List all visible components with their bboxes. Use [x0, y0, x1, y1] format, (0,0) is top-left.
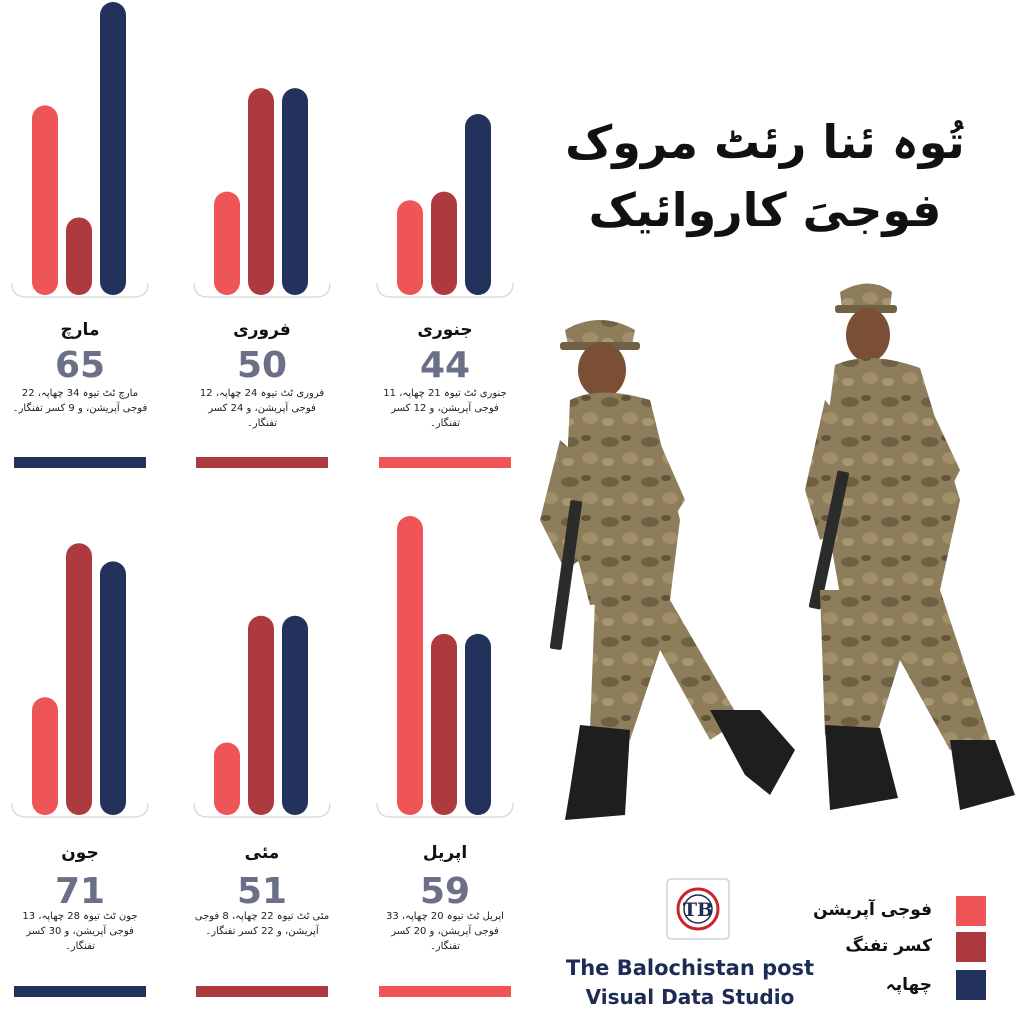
month-description: مارچ ٹٹ تیوہ 34 چھاپہ، 22 فوجی آپریشن، و… [12, 388, 148, 414]
bar-arms-0 [431, 191, 457, 295]
bar-arms-3 [431, 633, 457, 815]
month-name: جون [61, 843, 99, 863]
bar-group-january [376, 114, 514, 298]
month-description: جنوری ٹٹ تیوہ 21 چھاپہ، 11 فوجی آپریشن، … [383, 388, 507, 429]
bar-raids-5 [100, 561, 126, 815]
legend-swatch [956, 896, 986, 926]
bar-baseline [376, 802, 514, 818]
legend-label: چھاپہ [885, 975, 932, 995]
bar-arms-1 [248, 88, 274, 295]
bar-operation-5 [32, 697, 58, 815]
legend-label: فوجی آپریشن [813, 900, 932, 920]
month-total: 51 [236, 871, 288, 912]
bar-baseline [11, 802, 149, 818]
legend-label: کسر تفنگ [845, 936, 932, 956]
bar-raids-0 [465, 114, 491, 295]
month-total: 50 [236, 345, 288, 386]
legend-swatch [956, 970, 986, 1000]
bar-operation-2 [32, 105, 58, 295]
month-color-strip [14, 986, 146, 997]
bar-baseline [193, 802, 331, 818]
logo-text: TB [683, 899, 713, 921]
bar-arms-5 [66, 543, 92, 815]
month-total: 65 [54, 345, 106, 386]
month-name: مارچ [60, 320, 100, 340]
month-name: مئی [244, 843, 280, 863]
brand-name: The Balochistan post [565, 956, 815, 980]
bar-raids-2 [100, 2, 126, 295]
soldier-right [805, 283, 1015, 810]
brand-logo: TB [666, 878, 730, 940]
month-total: 44 [419, 345, 471, 386]
bar-operation-3 [397, 516, 423, 815]
bar-raids-3 [465, 633, 491, 815]
bar-group-february [193, 88, 331, 298]
month-panel-january: جنوری 44 جنوری ٹٹ تیوہ 21 چھاپہ، 11 فوجی… [375, 0, 515, 480]
bar-baseline [11, 282, 149, 298]
bar-raids-4 [282, 615, 308, 815]
chart-title: تُوہ ئنا رئٹ مروک فوجیَ کاروائیک [555, 108, 975, 244]
month-description: مئی ٹٹ تیوہ 22 چھاپہ، 8 فوجی آپریشن، و 2… [194, 911, 330, 937]
bar-raids-1 [282, 88, 308, 295]
month-color-strip [196, 457, 328, 468]
month-panel-february: فروری 50 فروری ٹٹ تیوہ 24 چھاپہ، 12 فوجی… [192, 0, 332, 480]
month-name: اپریل [422, 843, 468, 863]
month-name: فروری [233, 320, 291, 340]
month-panel-june: جون 71 جون ٹٹ تیوہ 28 چھاپہ، 13 فوجی آپر… [10, 505, 150, 1005]
bar-group-june [11, 543, 149, 818]
bar-operation-1 [214, 191, 240, 295]
month-panel-april: اپریل 59 اپریل ٹٹ تیوہ 20 چھاپہ، 33 فوجی… [375, 505, 515, 1005]
bar-arms-2 [66, 217, 92, 295]
month-description: اپریل ٹٹ تیوہ 20 چھاپہ، 33 فوجی آپریشن، … [386, 911, 504, 952]
bar-operation-4 [214, 742, 240, 815]
legend-item-raids: چھاپہ [820, 970, 990, 1004]
month-color-strip [14, 457, 146, 468]
bar-group-april [376, 516, 514, 818]
month-total: 59 [419, 871, 471, 912]
month-color-strip [379, 986, 511, 997]
month-color-strip [379, 457, 511, 468]
legend-swatch [956, 932, 986, 962]
bar-arms-4 [248, 615, 274, 815]
month-description: جون ٹٹ تیوہ 28 چھاپہ، 13 فوجی آپریشن، و … [22, 911, 138, 952]
bar-baseline [376, 282, 514, 298]
bar-operation-0 [397, 200, 423, 295]
month-total: 71 [54, 871, 106, 912]
month-panel-march: مارچ 65 مارچ ٹٹ تیوہ 34 چھاپہ، 22 فوجی آ… [10, 0, 150, 480]
bar-group-march [11, 2, 149, 298]
month-description: فروری ٹٹ تیوہ 24 چھاپہ، 12 فوجی آپریشن، … [199, 388, 325, 429]
bar-group-may [193, 615, 331, 818]
soldiers-illustration [540, 283, 1015, 820]
month-panel-may: مئی 51 مئی ٹٹ تیوہ 22 چھاپہ، 8 فوجی آپری… [192, 505, 332, 1005]
month-name: جنوری [417, 320, 473, 340]
brand-studio: Visual Data Studio [585, 985, 795, 1009]
month-color-strip [196, 986, 328, 997]
legend-item-operation: فوجی آپریشن [813, 896, 990, 930]
bar-baseline [193, 282, 331, 298]
legend-item-arms: کسر تفنگ [820, 932, 990, 966]
chart-title-line1: تُوہ ئنا رئٹ مروک [565, 115, 965, 169]
soldier-left [540, 320, 795, 820]
chart-title-line2: فوجیَ کاروائیک [588, 183, 942, 237]
